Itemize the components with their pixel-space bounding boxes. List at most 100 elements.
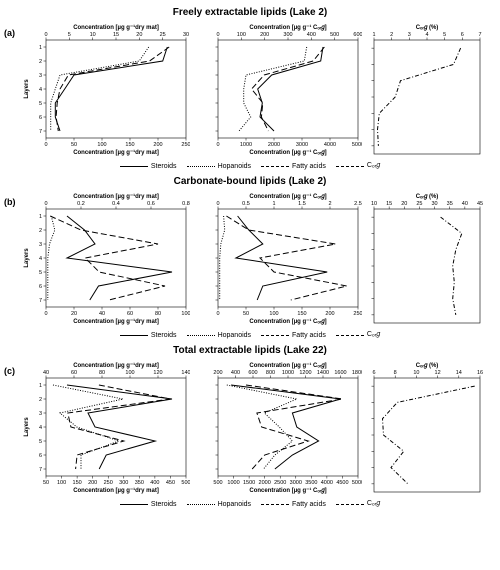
series-steroids [258,47,323,131]
svg-text:10: 10 [371,201,377,207]
legend-label-hopanoids: Hopanoids [218,501,251,508]
legend-item-fatty_acids: Fatty acids [261,163,326,170]
legend-item-fatty_acids: Fatty acids [261,332,326,339]
subplot-1-1: 00.511.522.5Concentration [µg g⁻¹ Cₒᵣ𝑔]0… [192,189,362,329]
svg-text:Concentration [µg g⁻¹dry mat]: Concentration [µg g⁻¹dry mat] [73,24,159,31]
svg-text:50: 50 [71,142,77,148]
svg-text:500: 500 [330,32,339,38]
svg-text:35: 35 [447,201,453,207]
subplot-0-2: 1234567Cₒᵣ𝑔 (%) [364,20,484,160]
svg-text:1800: 1800 [352,370,362,376]
svg-text:0.2: 0.2 [77,201,85,207]
series-corg [378,48,461,146]
svg-text:800: 800 [266,370,275,376]
svg-text:200: 200 [153,142,162,148]
subplot-wrap: 051015202530Concentration [µg g⁻¹dry mat… [20,20,190,160]
series-steroids [231,385,340,469]
svg-text:2: 2 [39,228,42,234]
svg-text:30: 30 [183,32,189,38]
svg-text:1: 1 [39,214,42,220]
series-corg [383,386,475,484]
svg-text:Layers: Layers [24,79,30,99]
svg-text:0: 0 [216,32,219,38]
series-fatty_acids [226,216,346,300]
svg-text:50: 50 [43,480,49,486]
series-hopanoids [51,47,149,131]
svg-text:Layers: Layers [24,248,30,268]
svg-text:1: 1 [372,32,375,38]
svg-text:100: 100 [97,142,106,148]
svg-text:60: 60 [127,311,133,317]
svg-text:500: 500 [213,480,222,486]
svg-text:3000: 3000 [290,480,302,486]
svg-text:300: 300 [283,32,292,38]
svg-text:0.8: 0.8 [182,201,190,207]
svg-text:0.4: 0.4 [112,201,120,207]
svg-text:100: 100 [181,311,190,317]
svg-text:3500: 3500 [305,480,317,486]
legend-label-hopanoids: Hopanoids [218,163,251,170]
svg-text:3: 3 [39,411,42,417]
legend-item-corg: Cₒᵣ𝑔 [336,331,380,339]
svg-text:1500: 1500 [243,480,255,486]
svg-text:350: 350 [135,480,144,486]
svg-text:Concentration [µg g⁻¹ Cₒᵣ𝑔]: Concentration [µg g⁻¹ Cₒᵣ𝑔] [249,24,326,31]
svg-text:3: 3 [39,242,42,248]
svg-text:10: 10 [413,370,419,376]
svg-text:1000: 1000 [240,142,252,148]
series-fatty_acids [252,47,325,131]
svg-text:Cₒᵣ𝑔 (%): Cₒᵣ𝑔 (%) [416,363,439,369]
svg-text:5000: 5000 [352,142,362,148]
svg-text:60: 60 [71,370,77,376]
svg-text:25: 25 [160,32,166,38]
svg-text:12: 12 [435,370,441,376]
svg-text:3000: 3000 [296,142,308,148]
svg-text:25: 25 [416,201,422,207]
svg-text:0.6: 0.6 [147,201,155,207]
svg-text:Concentration [µg g⁻¹dry mat]: Concentration [µg g⁻¹dry mat] [73,193,159,200]
svg-text:140: 140 [181,370,190,376]
svg-text:100: 100 [125,370,134,376]
panel-label-a: (a) [4,20,18,38]
svg-text:200: 200 [260,32,269,38]
svg-text:250: 250 [181,142,190,148]
legend-b: Steroids Hopanoids Fatty acids Cₒᵣ𝑔 [4,331,496,339]
svg-text:6: 6 [461,32,464,38]
series-hopanoids [48,216,55,300]
svg-text:2000: 2000 [259,480,271,486]
legend-swatch-corg [336,335,364,336]
svg-text:150: 150 [125,142,134,148]
svg-text:15: 15 [386,201,392,207]
legend-item-steroids: Steroids [120,332,177,339]
svg-text:0: 0 [44,311,47,317]
svg-text:400: 400 [231,370,240,376]
svg-text:1.5: 1.5 [298,201,306,207]
svg-text:1000: 1000 [282,370,294,376]
svg-text:3: 3 [408,32,411,38]
svg-text:14: 14 [456,370,462,376]
svg-text:1: 1 [272,201,275,207]
svg-text:2: 2 [39,397,42,403]
svg-text:7: 7 [478,32,481,38]
svg-text:Concentration [µg g⁻¹dry mat]: Concentration [µg g⁻¹dry mat] [73,149,159,156]
section-title-c: Total extractable lipids (Lake 22) [4,345,496,356]
legend-swatch-steroids [120,335,148,336]
series-steroids [67,216,172,300]
subplot-wrap: 1015202530354045Cₒᵣ𝑔 (%) [364,189,484,329]
svg-text:20: 20 [136,32,142,38]
svg-text:5: 5 [39,101,42,107]
section-title-b: Carbonate-bound lipids (Lake 2) [4,176,496,187]
legend-label-fatty_acids: Fatty acids [292,163,326,170]
subplot-wrap: 1234567Cₒᵣ𝑔 (%) [364,20,484,160]
svg-text:2: 2 [328,201,331,207]
svg-text:10: 10 [90,32,96,38]
legend-swatch-corg [336,166,364,167]
svg-text:4000: 4000 [324,142,336,148]
svg-text:Layers: Layers [24,417,30,437]
legend-item-hopanoids: Hopanoids [187,501,251,508]
section-title-a: Freely extractable lipids (Lake 2) [4,7,496,18]
subplot-wrap: 00.511.522.5Concentration [µg g⁻¹ Cₒᵣ𝑔]0… [192,189,362,329]
svg-text:Concentration [µg g⁻¹ Cₒᵣ𝑔]: Concentration [µg g⁻¹ Cₒᵣ𝑔] [249,149,326,156]
subplot-2-0: 406080100120140Concentration [µg g⁻¹dry … [20,358,190,498]
svg-text:4: 4 [39,87,42,93]
